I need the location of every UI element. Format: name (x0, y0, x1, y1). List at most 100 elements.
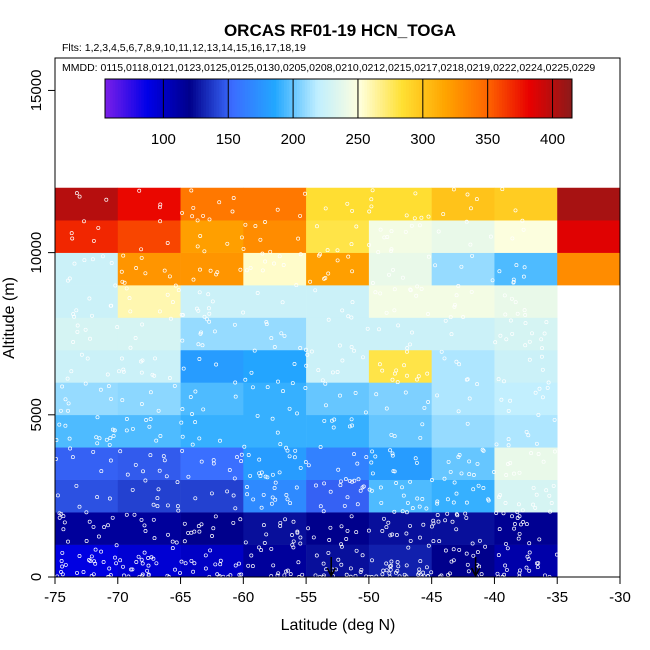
heatmap-cell (243, 544, 307, 578)
sample-point (304, 347, 308, 352)
sample-point (364, 455, 369, 460)
sample-point (377, 362, 382, 367)
sample-point (492, 470, 496, 474)
sample-point (113, 283, 118, 288)
sample-point (388, 564, 392, 569)
sample-point (389, 229, 394, 234)
colorbar-segment (154, 79, 158, 118)
sample-point (534, 441, 539, 446)
sample-point (391, 469, 396, 474)
sample-point (106, 384, 111, 389)
colorbar-segment (213, 79, 217, 118)
sample-point (380, 368, 385, 373)
sample-point (467, 472, 472, 477)
sample-point (464, 219, 469, 224)
sample-point (379, 500, 384, 505)
sample-point (456, 455, 461, 459)
sample-point (475, 382, 480, 387)
colorbar-segment (460, 79, 464, 118)
sample-point (298, 535, 303, 540)
sample-point (180, 210, 184, 215)
sample-point (59, 559, 64, 563)
y-tick-label: 0 (28, 573, 45, 581)
sample-point (211, 461, 216, 466)
heatmap-cell (368, 252, 432, 286)
sample-point (87, 558, 91, 562)
sample-point (415, 284, 420, 289)
sample-point (285, 497, 290, 502)
heatmap-cell (494, 285, 558, 318)
sample-point (172, 383, 177, 388)
x-axis: -75 -70 -65 -60 -55 -50 -45 -40 -35 -30 (44, 577, 631, 606)
x-axis-label: Latitude (deg N) (281, 617, 396, 634)
heatmap-cell (55, 382, 119, 416)
sample-point (339, 524, 344, 529)
heatmap-cell (557, 187, 621, 221)
colorbar-segment (385, 79, 389, 118)
heatmap-cell (494, 479, 558, 513)
sample-point (404, 213, 409, 218)
sample-point (392, 434, 397, 439)
sample-point (382, 516, 386, 521)
colorbar-segment (177, 79, 181, 118)
sample-point (290, 381, 295, 386)
colorbar-segment (496, 79, 500, 118)
colorbar-segment (219, 79, 223, 118)
sample-point (140, 322, 145, 327)
sample-point (193, 389, 198, 394)
colorbar-segment (569, 79, 573, 118)
sample-point (128, 309, 133, 314)
sample-point (355, 461, 360, 466)
sample-point (218, 562, 223, 567)
colorbar-segment (115, 79, 119, 118)
sample-point (435, 499, 440, 504)
colorbar-segment (457, 79, 461, 118)
sample-point (436, 229, 441, 234)
sample-point (530, 331, 534, 336)
sample-point (268, 249, 273, 254)
sample-point (206, 292, 211, 297)
sample-point (535, 565, 540, 570)
sample-point (200, 343, 205, 348)
sample-point (199, 522, 204, 527)
sample-point (431, 521, 436, 526)
sample-point (504, 567, 509, 572)
sample-point (179, 559, 184, 564)
sample-point (340, 308, 345, 313)
sample-point (57, 422, 62, 427)
sample-point (513, 208, 518, 213)
colorbar-segment (309, 79, 313, 118)
sample-point (309, 349, 314, 354)
sample-point (211, 526, 216, 531)
heatmap-cell (494, 544, 558, 578)
sample-point (84, 510, 89, 515)
sample-point (170, 300, 175, 305)
heatmap-cell (494, 349, 558, 383)
sample-point (524, 565, 529, 570)
sample-point (512, 522, 517, 526)
heatmap-cell (117, 479, 181, 513)
sample-point (331, 425, 336, 430)
sample-point (321, 561, 326, 566)
sample-point (95, 441, 100, 446)
sample-point (166, 532, 170, 537)
colorbar-segment (364, 79, 368, 118)
heatmap-cell (431, 349, 495, 383)
sample-point (457, 362, 462, 367)
heatmap-cell (55, 252, 119, 286)
colorbar-segment (382, 79, 386, 118)
sample-point (476, 483, 481, 488)
sample-point (111, 434, 116, 438)
sample-point (218, 558, 223, 563)
sample-point (542, 331, 547, 336)
sample-point (157, 468, 162, 473)
sample-point (544, 488, 549, 493)
sample-point (75, 329, 80, 334)
sample-point (180, 338, 185, 343)
sample-point (108, 303, 113, 308)
sample-point (546, 380, 551, 385)
sample-point (475, 461, 480, 466)
sample-point (104, 437, 109, 442)
colorbar-segment (525, 79, 529, 118)
sample-point (326, 550, 331, 555)
